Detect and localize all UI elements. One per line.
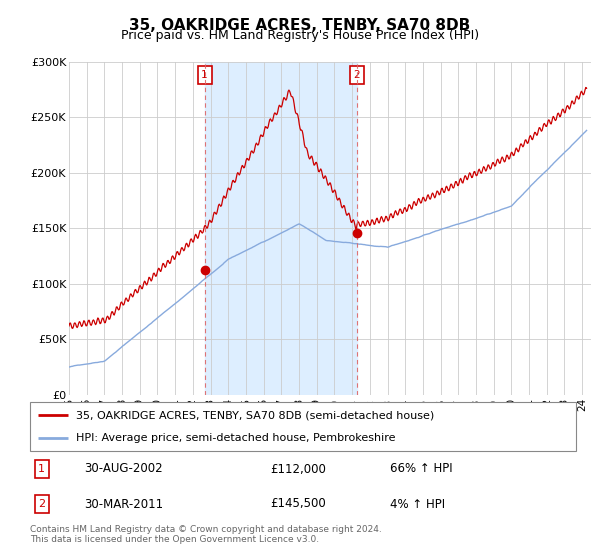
- FancyBboxPatch shape: [30, 402, 576, 451]
- Text: 2: 2: [38, 499, 46, 509]
- Bar: [205, 62, 356, 395]
- Text: 66% ↑ HPI: 66% ↑ HPI: [391, 463, 453, 475]
- Text: 4% ↑ HPI: 4% ↑ HPI: [391, 497, 445, 511]
- Text: 35, OAKRIDGE ACRES, TENBY, SA70 8DB (semi-detached house): 35, OAKRIDGE ACRES, TENBY, SA70 8DB (sem…: [76, 410, 434, 420]
- Text: Price paid vs. HM Land Registry's House Price Index (HPI): Price paid vs. HM Land Registry's House …: [121, 29, 479, 42]
- Text: £145,500: £145,500: [270, 497, 326, 511]
- Text: 1: 1: [201, 70, 208, 80]
- Text: 30-AUG-2002: 30-AUG-2002: [85, 463, 163, 475]
- Text: This data is licensed under the Open Government Licence v3.0.: This data is licensed under the Open Gov…: [30, 535, 319, 544]
- Text: £112,000: £112,000: [270, 463, 326, 475]
- Text: 1: 1: [38, 464, 45, 474]
- Text: Contains HM Land Registry data © Crown copyright and database right 2024.: Contains HM Land Registry data © Crown c…: [30, 525, 382, 534]
- Text: 2: 2: [353, 70, 360, 80]
- Text: HPI: Average price, semi-detached house, Pembrokeshire: HPI: Average price, semi-detached house,…: [76, 433, 396, 442]
- Text: 30-MAR-2011: 30-MAR-2011: [85, 497, 164, 511]
- Text: 35, OAKRIDGE ACRES, TENBY, SA70 8DB: 35, OAKRIDGE ACRES, TENBY, SA70 8DB: [130, 18, 470, 33]
